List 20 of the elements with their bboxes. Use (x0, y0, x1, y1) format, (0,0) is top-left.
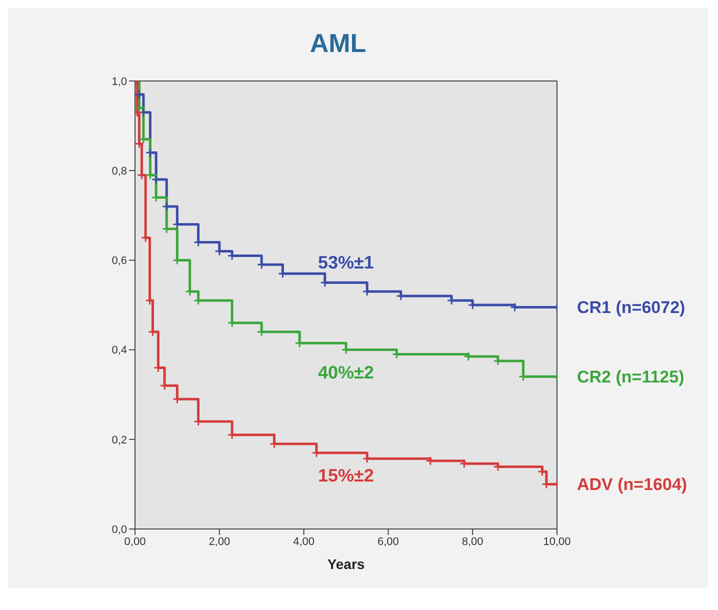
series-label: CR2 (n=1125) (577, 368, 684, 387)
x-tick-label: 10,00 (543, 536, 571, 548)
x-tick-label: 8,00 (462, 536, 484, 548)
y-tick-label: 0,6 (112, 255, 127, 268)
y-tick-label: 0,8 (112, 166, 127, 178)
x-tick-label: 6,00 (377, 536, 399, 548)
y-tick-label: 1,0 (112, 76, 127, 88)
chart-title: AML (310, 28, 366, 58)
y-tick-label: 0,4 (112, 344, 127, 357)
x-tick-label: 2,00 (208, 536, 230, 548)
series-label: CR1 (n=6072) (577, 298, 686, 318)
y-tick-label: 0,0 (112, 524, 127, 536)
x-axis-title: Years (327, 556, 365, 572)
x-tick-label: 0,00 (124, 536, 146, 548)
annotation: 15%±2 (318, 466, 374, 486)
annotation: 40%±2 (318, 362, 374, 383)
series-label: ADV (n=1604) (577, 475, 688, 494)
y-tick-label: 0,2 (112, 434, 127, 446)
annotation: 53%±1 (318, 252, 374, 273)
x-tick-label: 4,00 (293, 536, 315, 548)
